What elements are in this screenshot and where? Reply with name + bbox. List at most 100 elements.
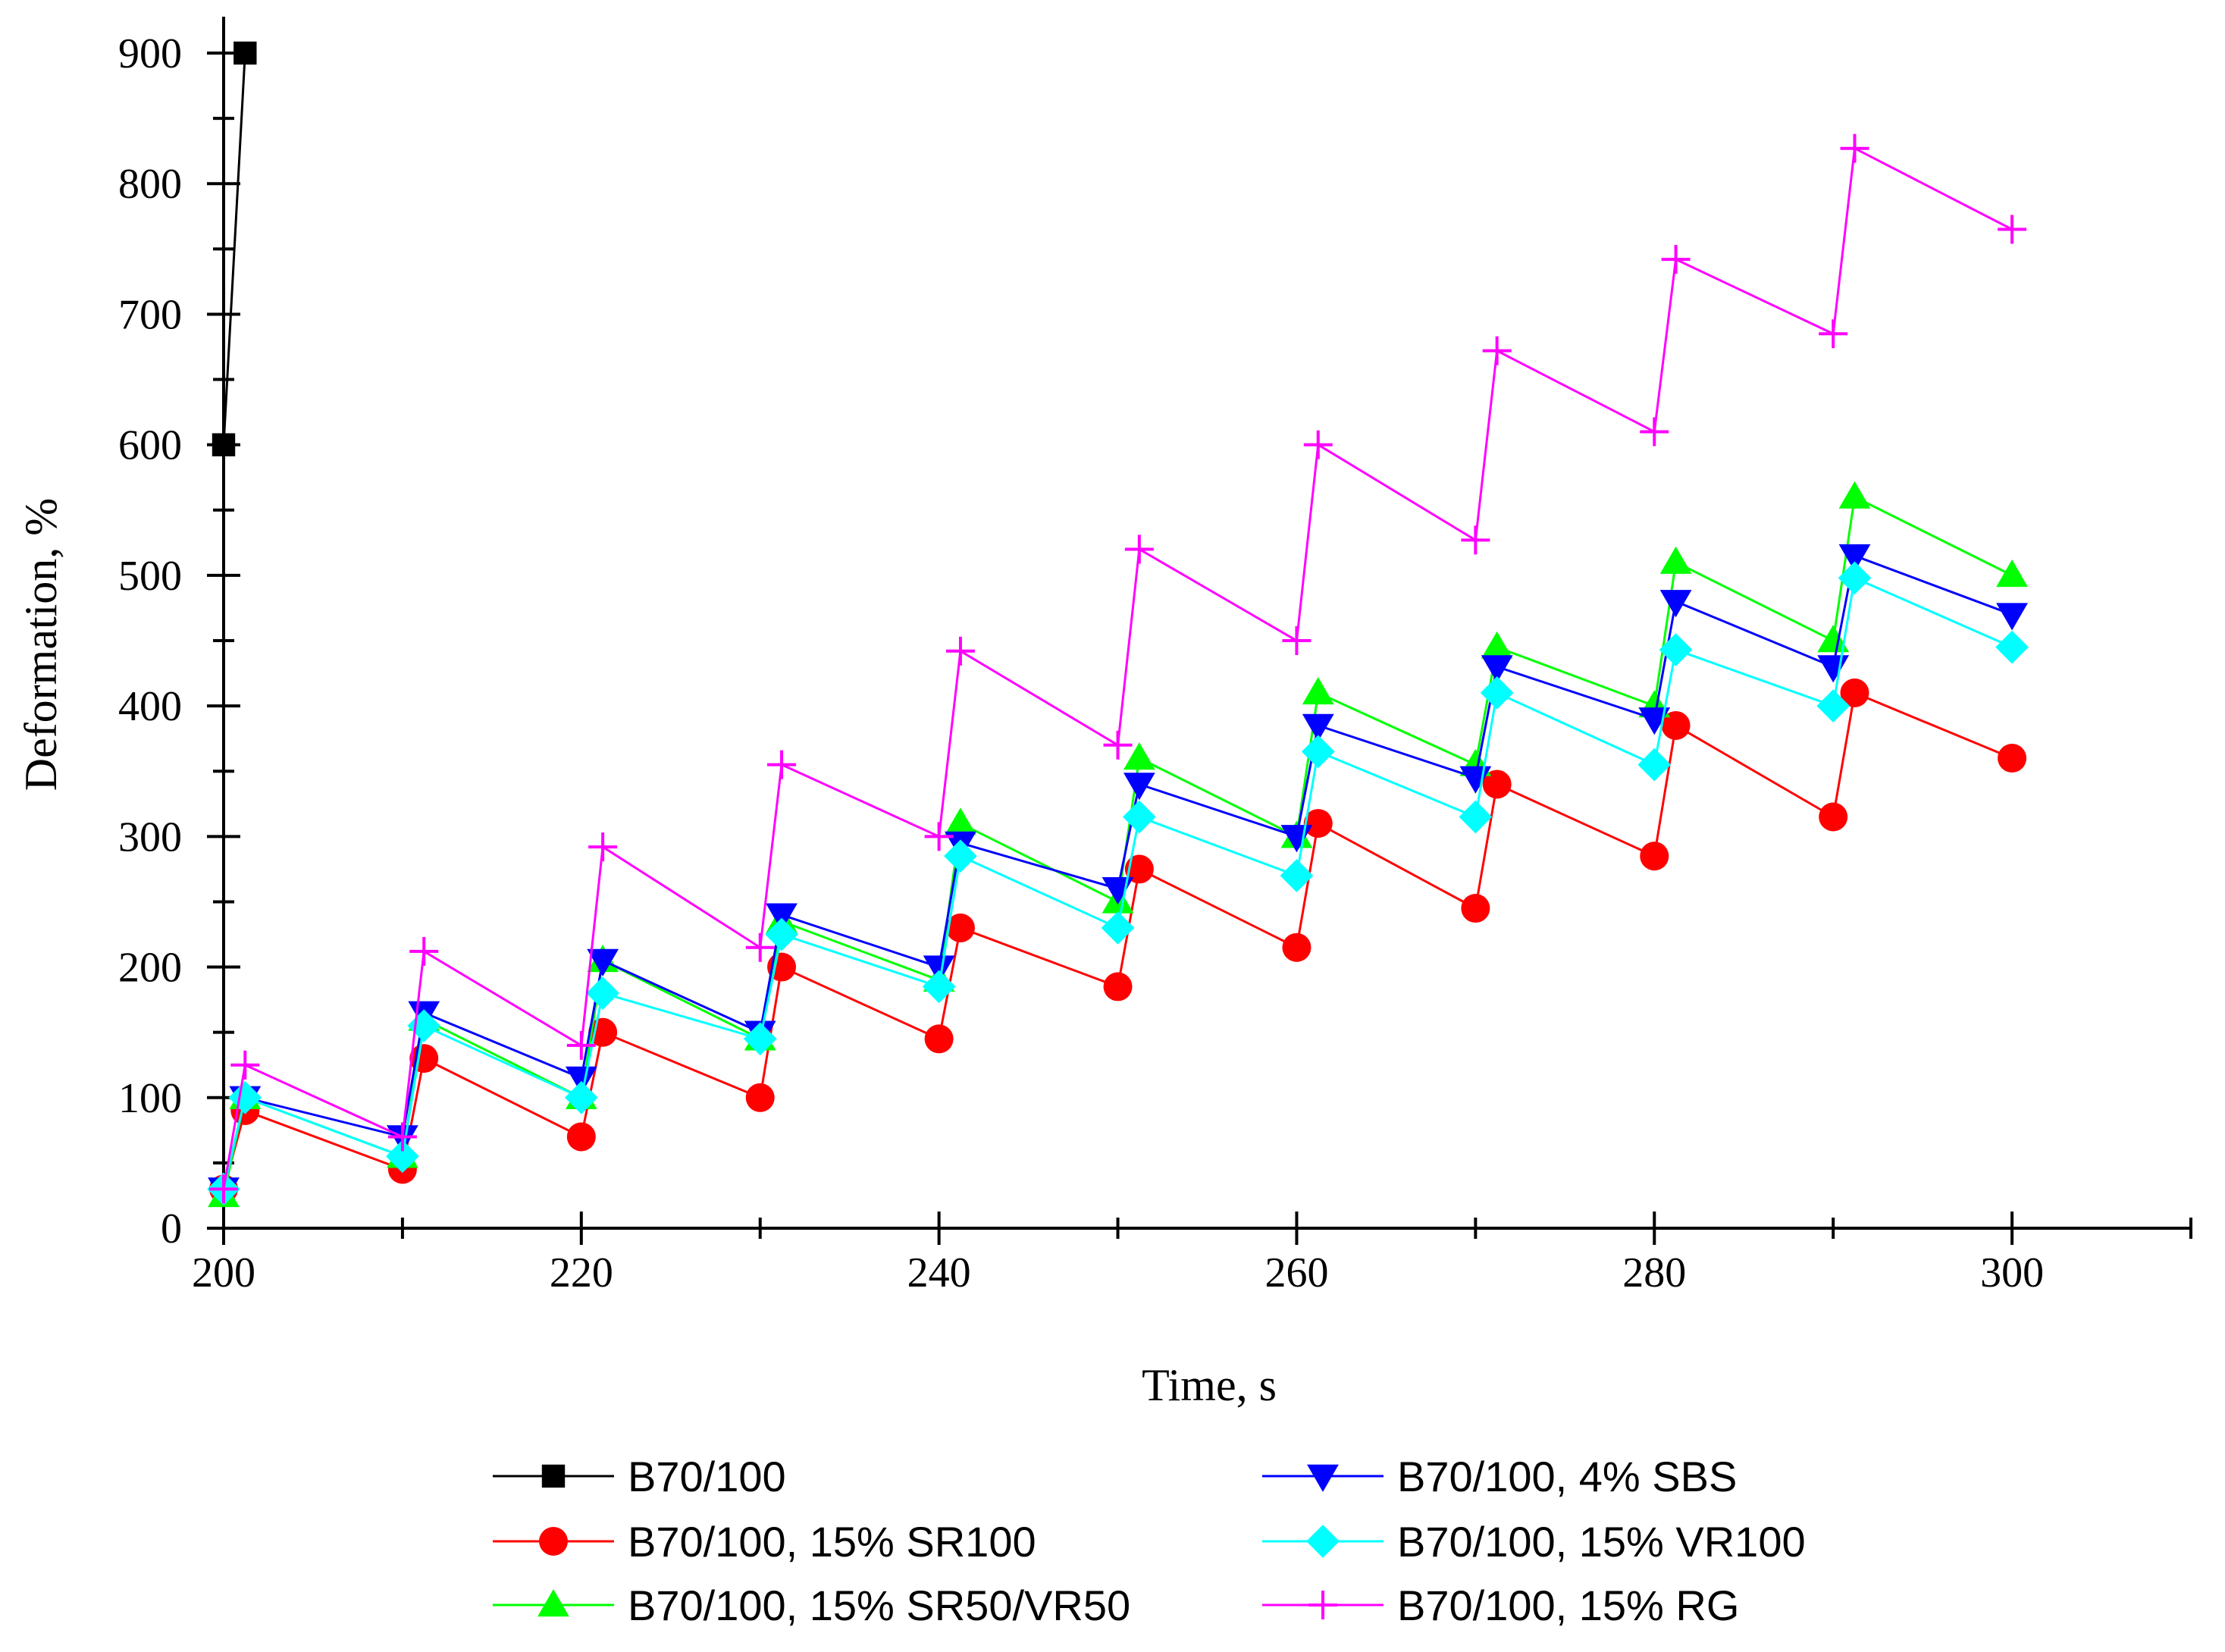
marker-diamond (1995, 630, 2029, 664)
marker-triangle-down (1123, 773, 1155, 801)
y-tick-label: 500 (118, 553, 182, 600)
marker-square (541, 1464, 566, 1488)
marker-plus (1303, 430, 1333, 459)
x-tick-label: 300 (1980, 1249, 2044, 1296)
marker-diamond (922, 970, 956, 1004)
y-tick-label: 800 (118, 161, 182, 208)
marker-diamond (1480, 676, 1514, 710)
marker-diamond (1637, 748, 1672, 782)
y-tick-label: 700 (118, 291, 182, 338)
series-b70-100 (212, 41, 257, 456)
marker-triangle-down (587, 948, 619, 976)
x-axis-label: Time, s (1142, 1360, 1277, 1410)
marker-plus (1282, 626, 1311, 655)
marker-triangle-down (1638, 707, 1671, 735)
marker-diamond (1280, 859, 1314, 892)
marker-triangle-down (1481, 655, 1513, 683)
marker-plus (1308, 1591, 1337, 1619)
marker-plus (1819, 319, 1848, 349)
marker-circle (1103, 972, 1133, 1002)
marker-circle (1461, 894, 1490, 923)
marker-circle (945, 913, 975, 942)
marker-triangle-up (1996, 559, 2028, 588)
marker-triangle-up (1302, 676, 1334, 705)
marker-triangle-down (1307, 1464, 1339, 1492)
marker-plus (409, 936, 439, 966)
marker-plus (1103, 730, 1133, 760)
marker-circle (1482, 770, 1512, 799)
marker-diamond (564, 1080, 598, 1114)
marker-diamond (228, 1080, 262, 1114)
legend-item: B70/100, 4% SBS (1262, 1453, 1737, 1500)
marker-diamond (1123, 800, 1156, 834)
marker-triangle-down (565, 1066, 597, 1094)
marker-diamond (586, 976, 619, 1010)
y-tick-label: 0 (161, 1205, 182, 1252)
marker-diamond (1838, 561, 1872, 595)
marker-triangle-down (1996, 603, 2028, 631)
marker-diamond (765, 917, 798, 951)
marker-diamond (1816, 689, 1851, 723)
legend-item: B70/100, 15% RG (1262, 1581, 1739, 1629)
marker-triangle-down (1302, 713, 1334, 741)
marker-triangle-down (923, 955, 955, 983)
marker-plus (745, 933, 775, 962)
marker-plus (1998, 215, 2027, 244)
marker-square (233, 41, 257, 65)
x-tick-label: 260 (1264, 1249, 1328, 1296)
marker-circle (924, 1024, 954, 1054)
marker-triangle-up (945, 807, 976, 835)
marker-circle (1661, 710, 1691, 740)
marker-triangle-up (1123, 742, 1155, 770)
marker-triangle-down (766, 903, 798, 931)
x-tick-label: 200 (192, 1249, 255, 1296)
marker-plus (1461, 525, 1490, 555)
y-tick-label: 200 (118, 945, 182, 992)
marker-circle (539, 1527, 568, 1556)
legend-label: B70/100, 15% SR100 (628, 1518, 1036, 1566)
marker-plus (387, 1122, 417, 1152)
marker-plus (1482, 336, 1512, 365)
x-tick-label: 280 (1622, 1249, 1686, 1296)
legend-item: B70/100 (493, 1453, 786, 1500)
legend: B70/100 B70/100, 4% SBS B70/100, 15% SR100… (493, 1453, 1806, 1629)
legend-item: B70/100, 15% VR100 (1262, 1518, 1806, 1566)
marker-circle (1124, 854, 1154, 884)
marker-plus (1124, 534, 1154, 564)
marker-triangle-down (1659, 590, 1692, 618)
marker-circle (566, 1122, 596, 1152)
y-axis-label: Deformation, % (16, 498, 66, 792)
series-line (222, 52, 246, 445)
marker-diamond (1301, 735, 1335, 769)
marker-diamond (743, 1022, 777, 1056)
marker-triangle-up (1659, 546, 1692, 574)
marker-plus (945, 636, 975, 666)
marker-circle (1303, 809, 1333, 839)
marker-plus (588, 832, 618, 862)
marker-diamond (1659, 633, 1693, 666)
y-tick-label: 300 (118, 813, 182, 860)
marker-circle (1640, 842, 1669, 871)
marker-triangle-up (1481, 631, 1513, 659)
marker-plus (566, 1030, 596, 1060)
marker-triangle-up (1817, 625, 1850, 653)
legend-label: B70/100, 15% RG (1397, 1581, 1739, 1629)
marker-plus (924, 822, 954, 851)
series-b70-100-15-vr100 (207, 561, 2029, 1206)
marker-diamond (1459, 800, 1493, 834)
series-b70-100-15-rg (209, 133, 2027, 1204)
y-tick-label: 900 (118, 30, 182, 77)
marker-plus (230, 1050, 260, 1080)
y-tick-label: 100 (118, 1075, 182, 1122)
legend-item: B70/100, 15% SR50/VR50 (493, 1581, 1130, 1629)
x-tick-label: 240 (907, 1249, 971, 1296)
x-tick-label: 220 (550, 1249, 613, 1296)
marker-diamond (386, 1139, 419, 1174)
marker-plus (1640, 417, 1669, 447)
legend-label: B70/100 (628, 1453, 786, 1500)
legend-label: B70/100, 4% SBS (1397, 1453, 1737, 1500)
marker-square (212, 433, 236, 456)
marker-triangle-up (537, 1589, 569, 1617)
